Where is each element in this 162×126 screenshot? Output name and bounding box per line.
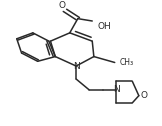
Text: O: O (58, 1, 65, 10)
Text: O: O (140, 91, 147, 100)
Text: OH: OH (97, 22, 111, 31)
Text: N: N (113, 85, 120, 94)
Text: N: N (73, 61, 80, 71)
Text: CH₃: CH₃ (120, 58, 134, 67)
